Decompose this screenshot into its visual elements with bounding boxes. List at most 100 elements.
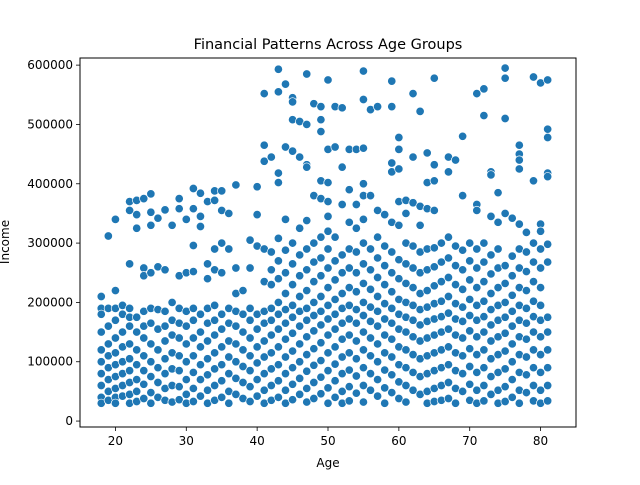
data-point — [358, 179, 368, 189]
x-tick-label: 30 — [179, 434, 194, 448]
data-point — [365, 369, 376, 379]
data-point — [245, 366, 255, 376]
data-point — [536, 350, 546, 360]
data-point — [259, 352, 269, 362]
data-point — [188, 367, 198, 377]
data-point — [316, 389, 326, 399]
x-tick-label: 40 — [250, 434, 265, 448]
data-point — [521, 303, 531, 313]
data-point — [252, 391, 262, 401]
data-point — [188, 315, 198, 325]
data-point — [96, 369, 106, 379]
data-point — [380, 365, 390, 375]
data-point — [486, 320, 496, 330]
data-point — [543, 124, 553, 134]
data-point — [174, 204, 184, 214]
data-point — [394, 377, 404, 387]
x-tick-label: 20 — [108, 434, 123, 448]
data-point — [337, 103, 347, 113]
data-point — [146, 388, 156, 398]
data-point — [323, 348, 333, 358]
data-point — [330, 256, 340, 266]
data-point — [344, 283, 354, 293]
data-point — [160, 321, 170, 331]
data-point — [408, 385, 418, 395]
data-point — [450, 261, 461, 271]
data-point — [358, 214, 368, 224]
data-point — [337, 199, 347, 210]
data-point — [217, 186, 227, 196]
data-point — [380, 314, 390, 324]
data-point — [380, 348, 390, 358]
data-point — [344, 365, 354, 375]
data-point — [465, 238, 475, 248]
data-point — [309, 297, 319, 307]
data-point — [528, 296, 539, 306]
data-point — [280, 385, 291, 395]
data-point — [139, 379, 149, 389]
data-point — [479, 277, 489, 287]
data-point — [479, 396, 489, 406]
data-point — [245, 396, 255, 407]
data-point — [125, 303, 135, 313]
data-point — [458, 302, 468, 312]
data-point — [486, 170, 496, 180]
data-point — [365, 284, 376, 294]
data-point — [252, 324, 262, 334]
data-point — [309, 393, 319, 404]
data-point — [217, 342, 227, 352]
data-point — [465, 379, 475, 389]
data-point — [202, 370, 213, 380]
data-point — [528, 277, 539, 287]
data-point — [181, 321, 191, 331]
data-point — [373, 391, 383, 401]
data-point — [408, 332, 418, 342]
data-point — [266, 380, 276, 391]
data-point — [380, 299, 390, 309]
data-point — [450, 299, 461, 309]
data-point — [266, 303, 276, 313]
data-point — [344, 263, 354, 273]
data-point — [415, 220, 425, 230]
data-point — [344, 396, 354, 406]
data-point — [231, 339, 241, 349]
data-point — [231, 373, 241, 383]
data-point — [96, 291, 106, 302]
data-point — [344, 217, 354, 227]
data-point — [153, 363, 163, 373]
data-point — [210, 300, 220, 310]
data-point — [238, 361, 248, 372]
data-point — [295, 357, 305, 367]
data-point — [125, 321, 135, 331]
data-point — [500, 261, 510, 271]
data-point — [351, 354, 361, 364]
data-point — [493, 283, 503, 293]
data-point — [153, 213, 163, 223]
data-point — [195, 360, 206, 370]
data-point — [373, 291, 383, 302]
data-point — [358, 259, 368, 269]
data-point — [224, 369, 234, 379]
data-point — [323, 197, 333, 207]
data-point — [323, 383, 333, 393]
data-point — [280, 288, 291, 299]
data-point — [181, 357, 191, 367]
data-point — [316, 372, 326, 382]
data-point — [238, 285, 248, 296]
data-point — [429, 262, 439, 272]
data-point — [174, 333, 184, 343]
data-point — [288, 328, 298, 338]
data-point — [280, 304, 291, 315]
data-point — [231, 321, 241, 331]
data-point — [443, 167, 454, 177]
data-point — [394, 144, 404, 154]
data-point — [373, 253, 383, 263]
data-point — [479, 327, 489, 337]
data-point — [528, 345, 539, 355]
data-point — [195, 327, 206, 337]
data-point — [358, 310, 368, 321]
data-point — [132, 360, 142, 370]
data-point — [514, 398, 524, 408]
data-point — [387, 388, 397, 398]
